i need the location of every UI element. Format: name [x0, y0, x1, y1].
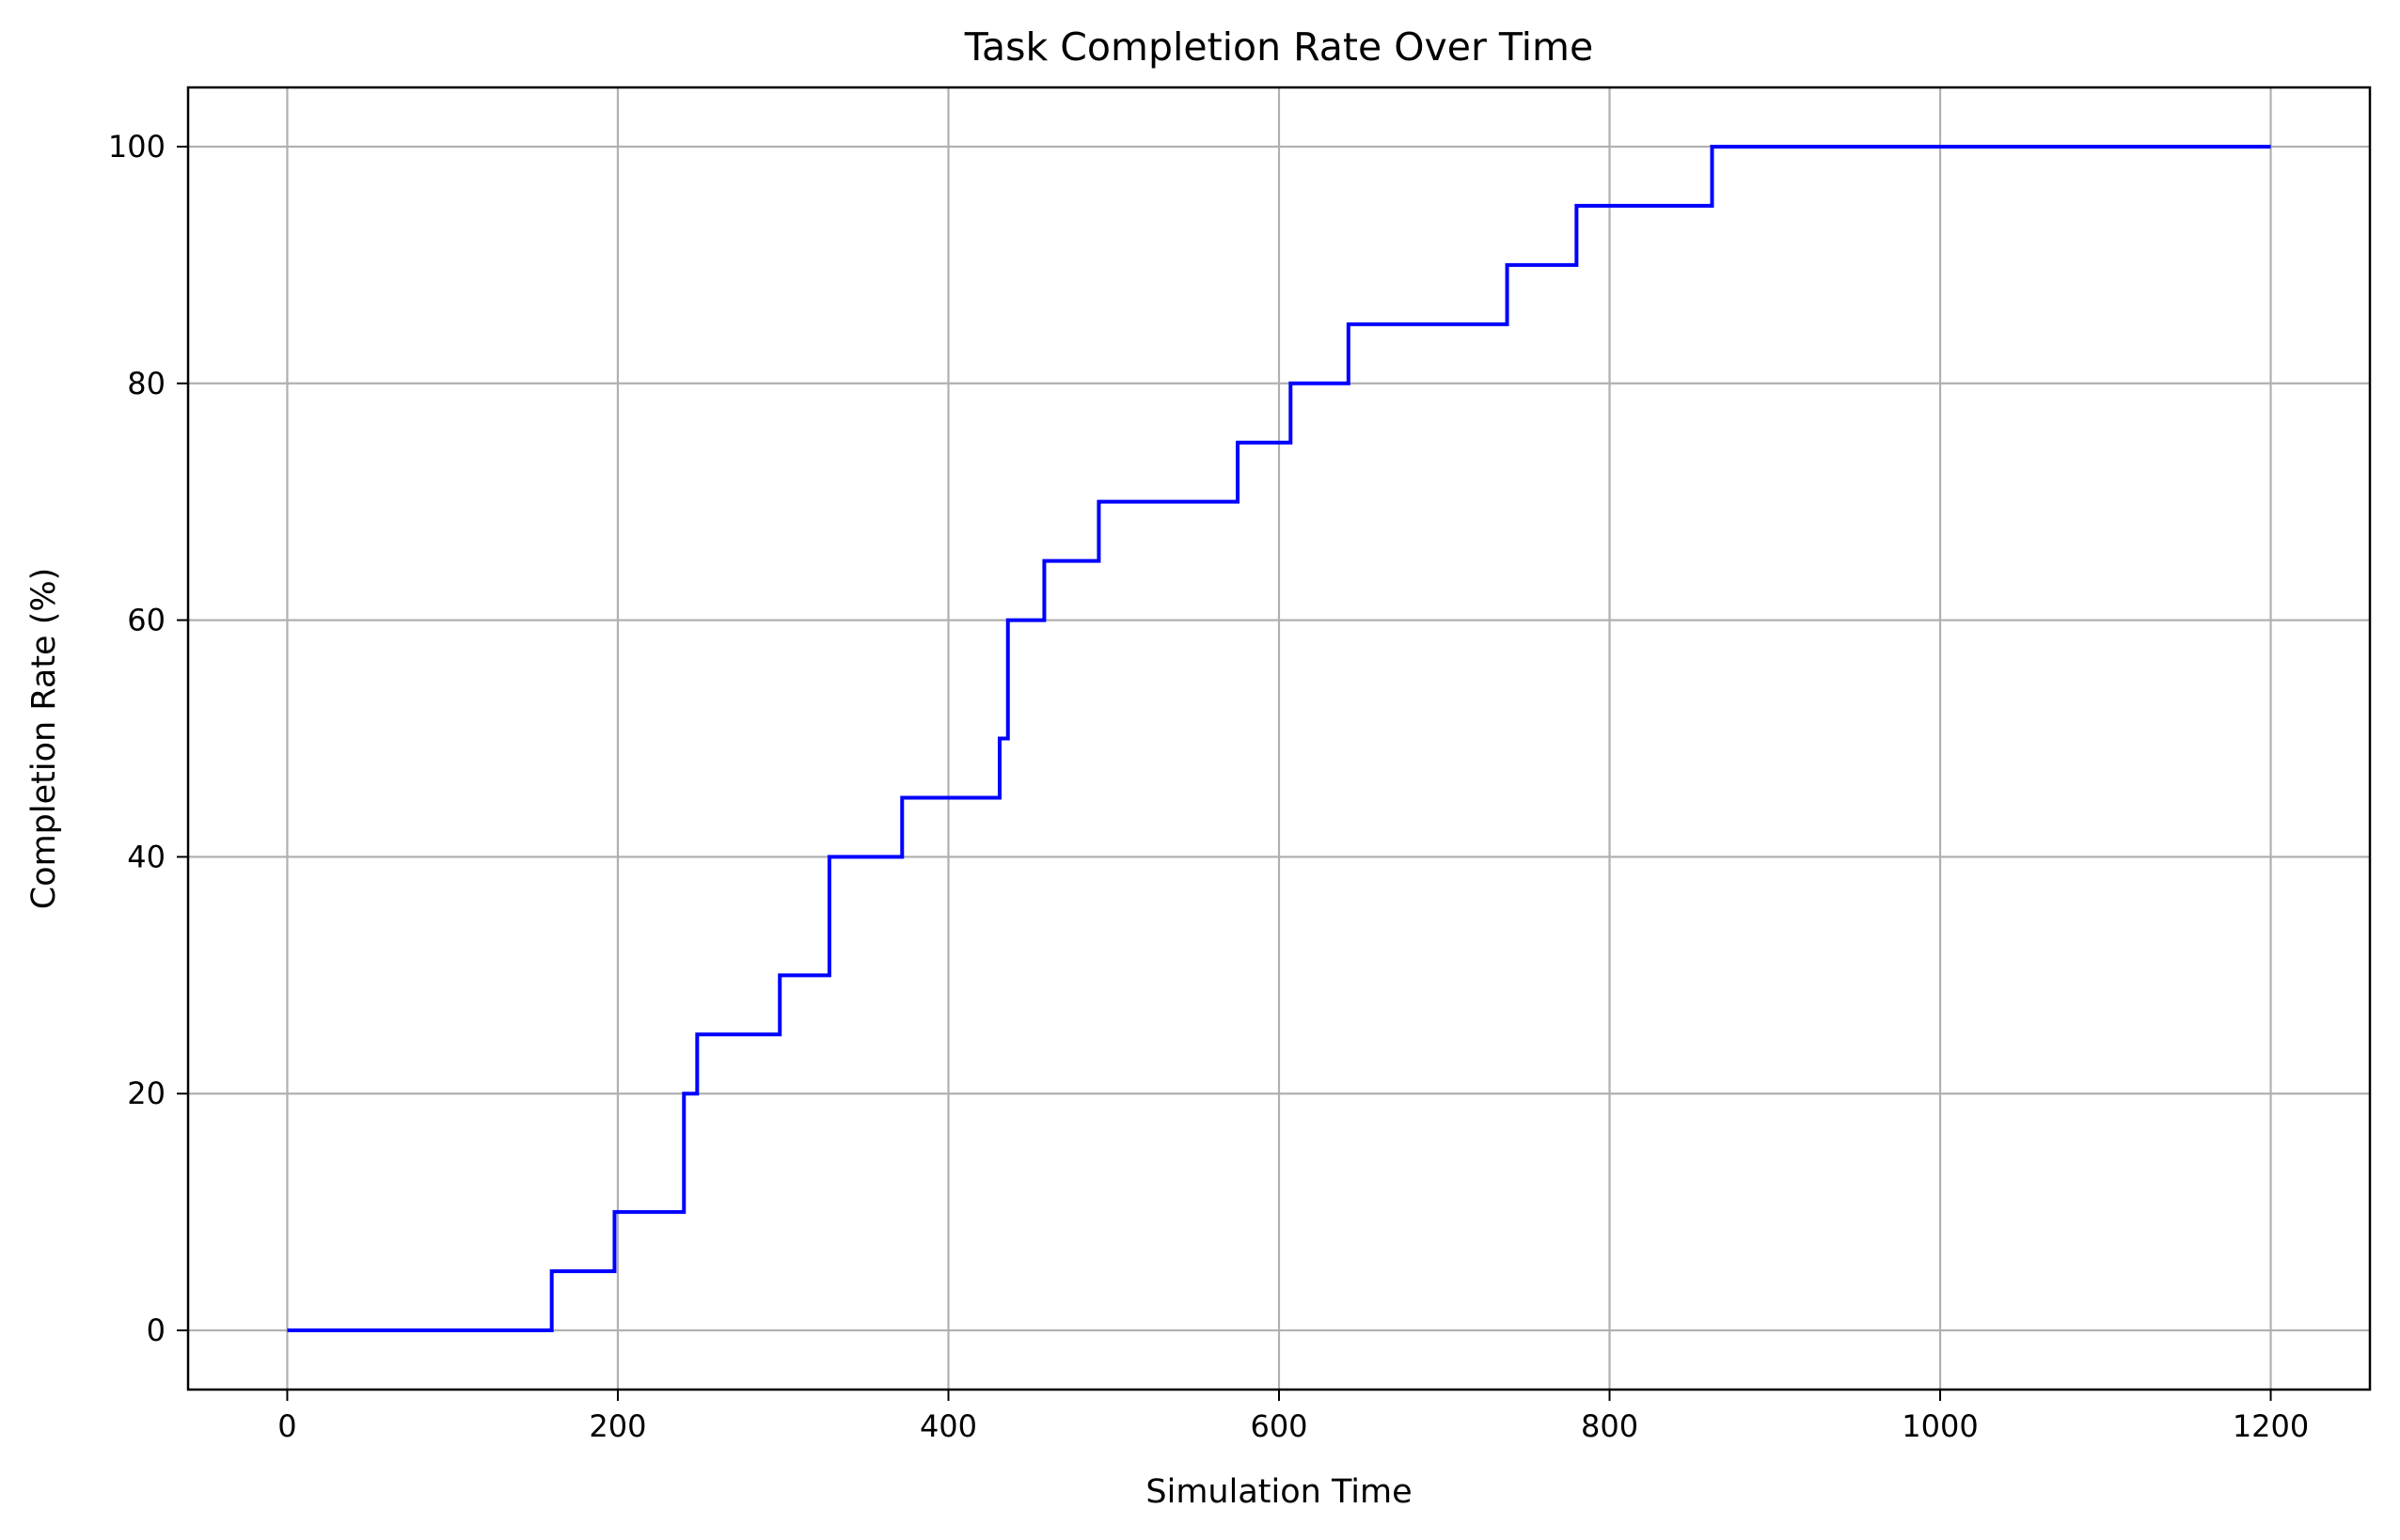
ticks: 0 200 400 600 800 1000 1200 0 20 40 60 80 100 [108, 129, 2309, 1444]
x-tick-label: 0 [277, 1408, 296, 1444]
x-tick-label: 800 [1581, 1408, 1638, 1444]
x-tick-label: 400 [920, 1408, 977, 1444]
x-tick-label: 1200 [2233, 1408, 2309, 1444]
y-tick-label: 60 [127, 603, 166, 638]
y-axis-title: Completion Rate (%) [25, 568, 63, 910]
y-tick-label: 80 [127, 366, 166, 401]
y-tick-label: 0 [147, 1312, 166, 1348]
series-layer [287, 144, 2271, 1333]
y-tick-label: 40 [127, 839, 166, 874]
x-tick-label: 200 [589, 1408, 646, 1444]
x-tick-label: 1000 [1902, 1408, 1978, 1444]
x-tick-label: 600 [1250, 1408, 1307, 1444]
x-axis-title: Simulation Time [1145, 1473, 1412, 1511]
y-tick-label: 100 [108, 129, 166, 165]
y-tick-label: 20 [127, 1076, 166, 1111]
chart-title: Task Completion Rate Over Time [964, 24, 1593, 70]
series-line [287, 144, 2271, 1333]
